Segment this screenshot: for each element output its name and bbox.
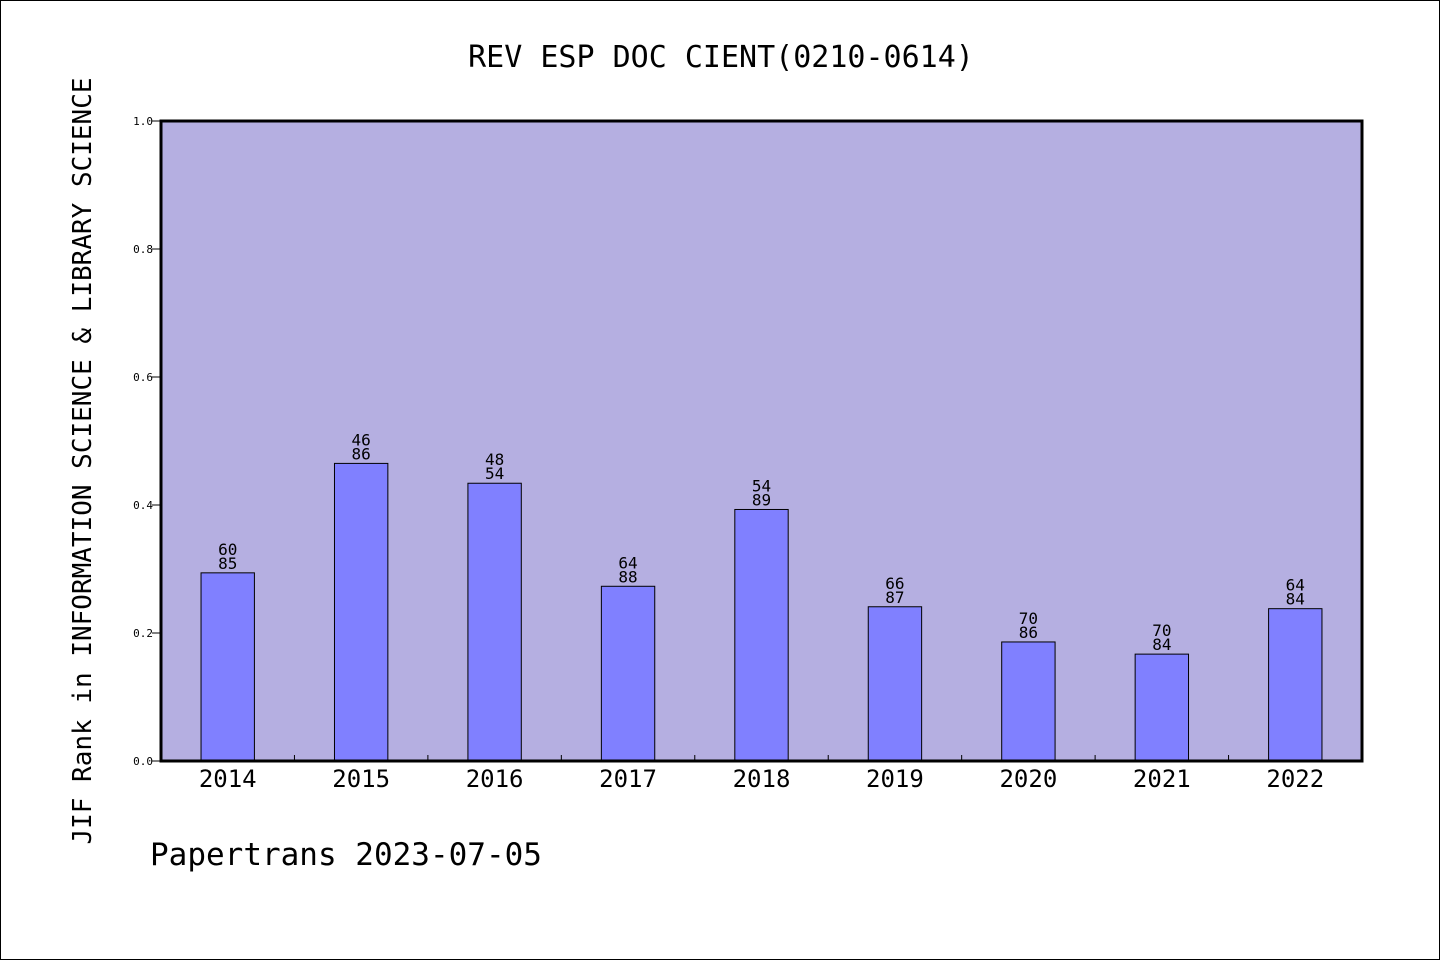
- bar: [200, 572, 255, 762]
- x-tick-label: 2016: [466, 765, 524, 793]
- y-tick-label: 0.4: [133, 499, 153, 512]
- bar-data-label: 48: [485, 450, 504, 469]
- footer-text: Papertrans 2023-07-05: [150, 837, 542, 873]
- x-tick-label: 2020: [999, 765, 1057, 793]
- x-tick-label: 2022: [1266, 765, 1324, 793]
- bar-data-label: 54: [752, 476, 771, 495]
- bar-data-label: 86: [352, 444, 371, 463]
- bar-data-label: 89: [752, 490, 771, 509]
- y-axis-label: JIF Rank in INFORMATION SCIENCE & LIBRAR…: [68, 77, 98, 844]
- x-tick-label: 2015: [332, 765, 390, 793]
- bar: [1001, 641, 1056, 762]
- bar-data-label: 54: [485, 464, 504, 483]
- bar-data-label: 87: [885, 588, 904, 607]
- bar: [734, 508, 789, 762]
- bar-data-label: 84: [1286, 590, 1305, 609]
- plot-border: [159, 119, 1364, 763]
- bar: [467, 482, 522, 762]
- y-tick-label: 0.0: [133, 755, 153, 768]
- bar-data-label: 86: [1019, 623, 1038, 642]
- x-tick-label: 2017: [599, 765, 657, 793]
- x-tick-label: 2014: [199, 765, 257, 793]
- bar-data-label: 84: [1152, 635, 1171, 654]
- bar-data-label: 64: [618, 553, 637, 572]
- bar: [1268, 608, 1323, 762]
- y-ticks-group: 0.0 0.2 0.4 0.6 0.8 1.0: [133, 115, 161, 768]
- bar-data-label: 66: [885, 574, 904, 593]
- bar: [1134, 653, 1190, 762]
- x-tick-label: 2021: [1133, 765, 1191, 793]
- bar-data-label: 46: [352, 430, 371, 449]
- y-tick-label: 0.2: [133, 627, 153, 640]
- x-ticks-group: 2014 2015 2016 2017 2018 2019 2020 2021 2022: [199, 755, 1324, 793]
- bar-data-label: 60: [218, 540, 237, 559]
- y-tick-label: 1.0: [133, 115, 153, 128]
- bar: [600, 585, 656, 762]
- x-tick-label: 2019: [866, 765, 924, 793]
- bar-data-label: 88: [618, 567, 637, 586]
- chart-title: REV ESP DOC CIENT(0210-0614): [468, 40, 974, 75]
- bar: [333, 462, 389, 762]
- bar-data-label: 70: [1019, 609, 1038, 628]
- x-tick-label: 2018: [733, 765, 791, 793]
- y-tick-label: 0.8: [133, 243, 153, 256]
- y-tick-label: 0.6: [133, 371, 153, 384]
- bar-data-label: 70: [1152, 621, 1171, 640]
- bar: [867, 606, 923, 762]
- bar-data-label: 85: [218, 554, 237, 573]
- bar-data-label: 64: [1286, 576, 1305, 595]
